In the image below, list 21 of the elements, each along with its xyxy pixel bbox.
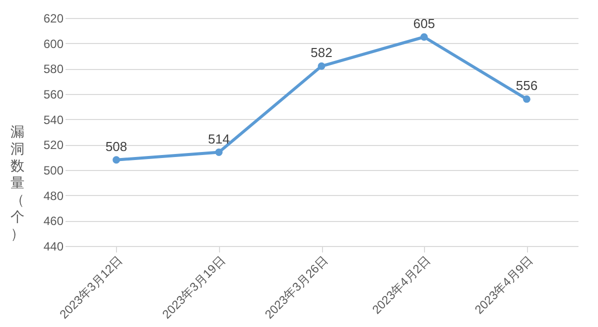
- point: [522, 95, 530, 103]
- point: [420, 33, 428, 41]
- y-tick-label: 540: [43, 112, 64, 127]
- y-tick-label: 580: [43, 62, 64, 76]
- y-tick-label: 600: [43, 36, 64, 51]
- y-tick-label: 520: [43, 138, 64, 152]
- y-tick-label: 620: [43, 12, 64, 26]
- data-label: 582: [310, 45, 332, 60]
- y-tick-label: 480: [43, 188, 64, 203]
- y-axis-title: 漏洞数量（个）: [10, 124, 24, 242]
- data-label: 556: [516, 78, 538, 94]
- y-tick-label: 500: [43, 164, 64, 178]
- point: [112, 156, 120, 164]
- y-tick-label: 440: [43, 240, 64, 254]
- data-label: 514: [208, 131, 230, 146]
- y-tick-label: 460: [43, 214, 64, 228]
- data-label: 508: [105, 138, 128, 154]
- point: [215, 148, 223, 156]
- y-tick-label: 560: [43, 88, 64, 102]
- data-label: 605: [413, 16, 435, 31]
- point: [318, 62, 326, 70]
